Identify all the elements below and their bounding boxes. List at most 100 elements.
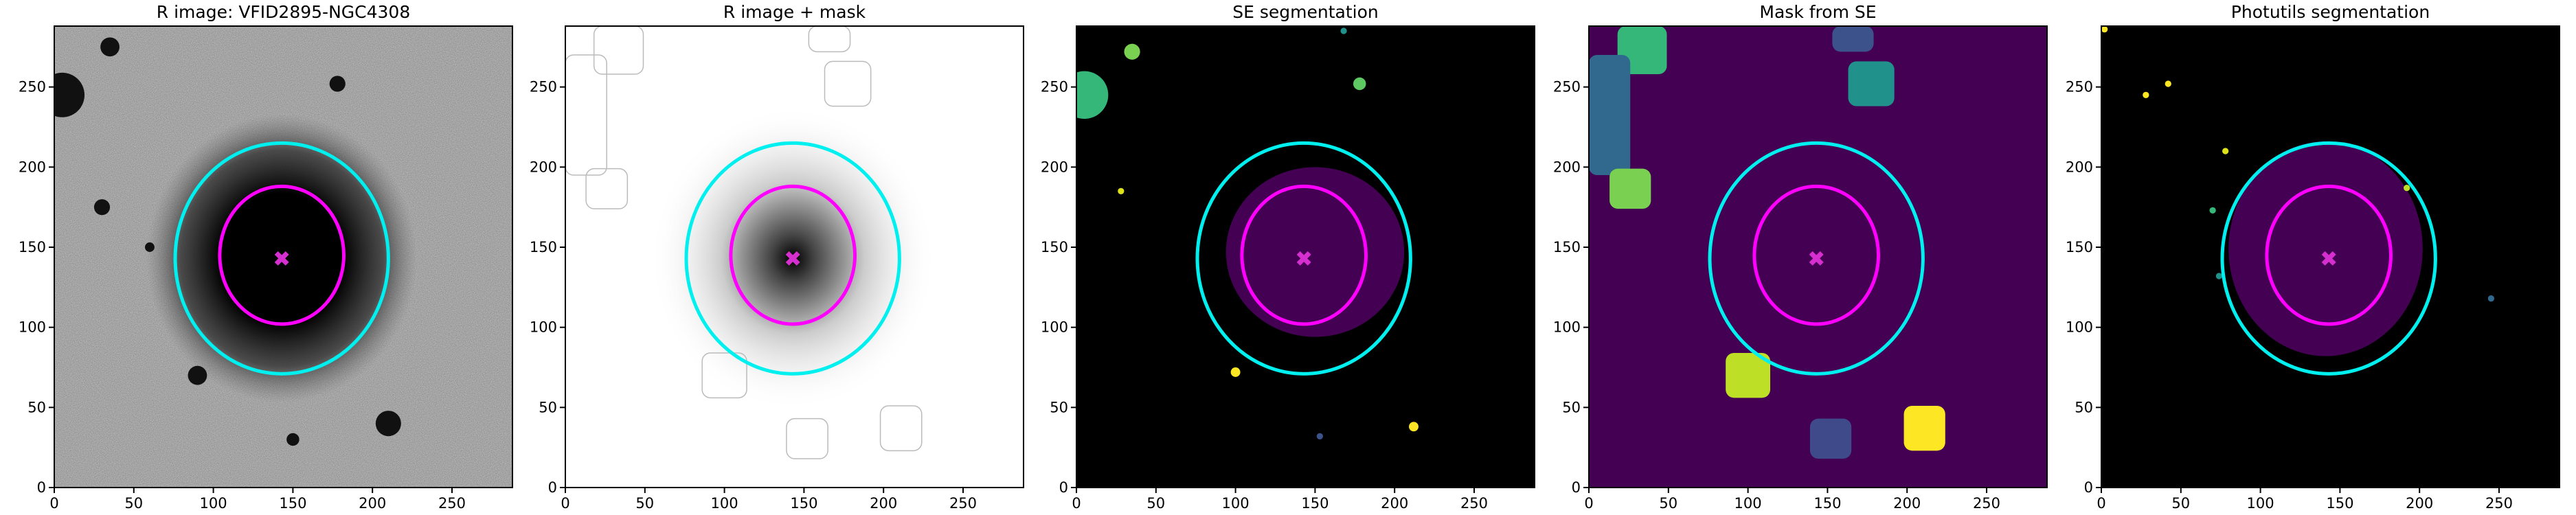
x-tick-label: 250 — [438, 495, 466, 512]
x-tick-label: 50 — [635, 495, 654, 512]
x-tick-label: 200 — [870, 495, 897, 512]
mask-region — [1903, 406, 1945, 451]
segment — [2404, 185, 2410, 192]
x-tick-label: 0 — [49, 495, 58, 512]
x-tick-label: 0 — [2097, 495, 2105, 512]
y-tick-label: 50 — [539, 399, 557, 415]
x-tick-label: 0 — [1584, 495, 1593, 512]
y-tick-label: 250 — [2066, 79, 2093, 95]
y-tick-label: 0 — [1572, 479, 1581, 496]
y-tick-label: 0 — [548, 479, 557, 496]
y-tick-label: 0 — [37, 479, 46, 496]
y-tick-label: 100 — [19, 319, 46, 336]
aperture-ellipse — [218, 184, 346, 326]
x-tick-label: 200 — [359, 495, 386, 512]
segment — [2209, 207, 2216, 214]
mask-region — [824, 60, 872, 107]
segment — [1124, 43, 1140, 60]
mask-region — [585, 168, 629, 209]
x-tick-label: 150 — [2326, 495, 2353, 512]
x-tick-label: 50 — [1659, 495, 1677, 512]
panel — [2101, 26, 2560, 488]
star — [188, 365, 207, 385]
y-tick-label: 200 — [1041, 159, 1068, 175]
segment — [2487, 295, 2495, 302]
x-tick-label: 150 — [790, 495, 817, 512]
y-tick-label: 100 — [1041, 319, 1068, 336]
x-tick-label: 250 — [1973, 495, 2000, 512]
panel-title: R image: VFID2895-NGC4308 — [157, 2, 410, 22]
y-tick-label: 150 — [1553, 239, 1581, 255]
x-tick-label: 150 — [279, 495, 306, 512]
panel — [565, 26, 1024, 488]
panel-title: Mask from SE — [1759, 2, 1876, 22]
aperture-ellipse — [729, 184, 857, 326]
panel-title: SE segmentation — [1232, 2, 1378, 22]
segment — [1076, 71, 1109, 119]
center-marker — [1809, 251, 1824, 266]
x-tick-label: 200 — [2406, 495, 2433, 512]
y-tick-label: 0 — [2084, 479, 2093, 496]
star — [375, 411, 401, 437]
center-marker — [785, 251, 800, 266]
aperture-ellipse — [1240, 184, 1368, 326]
x-tick-label: 150 — [1814, 495, 1841, 512]
mask-region — [1848, 61, 1895, 106]
axes-frame — [1076, 25, 1535, 488]
x-tick-label: 150 — [1301, 495, 1329, 512]
star — [329, 76, 346, 92]
panel-title: R image + mask — [723, 2, 866, 22]
y-tick-label: 100 — [530, 319, 557, 336]
star — [54, 72, 84, 117]
mask-region — [786, 417, 828, 459]
x-tick-label: 100 — [200, 495, 227, 512]
x-tick-label: 200 — [1893, 495, 1921, 512]
center-marker — [1296, 251, 1311, 266]
segment — [1340, 27, 1347, 34]
x-tick-label: 250 — [949, 495, 977, 512]
segment — [2165, 80, 2171, 87]
y-tick-label: 200 — [530, 159, 557, 175]
panel-title: Photutils segmentation — [2231, 2, 2430, 22]
y-tick-label: 50 — [1050, 399, 1068, 415]
star — [100, 37, 120, 57]
axes-frame — [1588, 25, 2048, 488]
x-tick-label: 100 — [711, 495, 738, 512]
y-tick-label: 100 — [1553, 319, 1581, 336]
y-tick-label: 250 — [1553, 79, 1581, 95]
y-tick-label: 50 — [1562, 399, 1581, 415]
y-tick-label: 250 — [19, 79, 46, 95]
mask-region — [1726, 353, 1771, 398]
x-tick-label: 50 — [124, 495, 143, 512]
segment — [1316, 433, 1323, 439]
mask-region — [1609, 168, 1651, 209]
y-tick-label: 250 — [530, 79, 557, 95]
center-marker — [2321, 251, 2336, 266]
segment — [1353, 77, 1366, 91]
x-tick-label: 250 — [2485, 495, 2513, 512]
segment — [2101, 26, 2108, 33]
aperture-ellipse — [2265, 184, 2393, 326]
y-tick-label: 150 — [19, 239, 46, 255]
y-tick-label: 250 — [1041, 79, 1068, 95]
segment — [1230, 367, 1241, 377]
axes-frame — [2101, 25, 2560, 488]
mask-region — [593, 26, 644, 75]
y-tick-label: 50 — [2075, 399, 2093, 415]
center-marker — [274, 251, 289, 266]
segment — [1118, 187, 1125, 194]
mask-region — [879, 405, 923, 452]
segment — [2143, 91, 2149, 98]
mask-region — [1832, 26, 1874, 52]
y-tick-label: 0 — [1059, 479, 1068, 496]
panel — [54, 26, 512, 488]
panel — [1076, 26, 1535, 488]
aperture-ellipse — [1752, 184, 1881, 326]
x-tick-label: 100 — [1222, 495, 1250, 512]
x-tick-label: 100 — [2247, 495, 2274, 512]
aperture-ellipse — [2220, 141, 2437, 376]
x-tick-label: 50 — [2171, 495, 2190, 512]
y-tick-label: 150 — [1041, 239, 1068, 255]
y-tick-label: 200 — [1553, 159, 1581, 175]
